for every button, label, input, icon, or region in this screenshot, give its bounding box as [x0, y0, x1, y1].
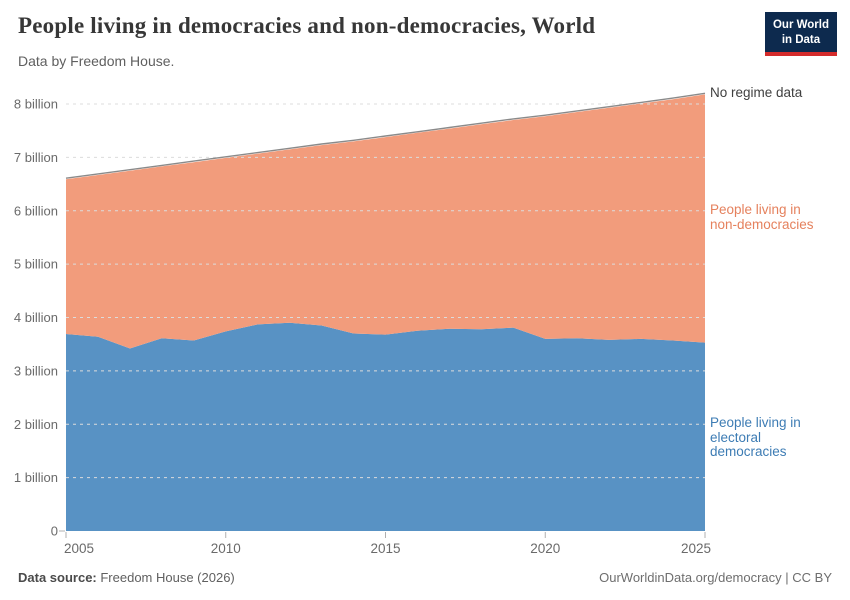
y-axis-label-0: 0	[51, 524, 58, 539]
series-label-no-regime-data: No regime data	[710, 85, 803, 100]
data-source-value: Freedom House (2026)	[96, 570, 235, 585]
y-axis-label-7: 7 billion	[14, 150, 58, 165]
chart-title: People living in democracies and non-dem…	[18, 13, 596, 38]
series-label-electoral-democracies: People living in electoral democracies	[710, 415, 801, 460]
y-axis-label-3: 3 billion	[14, 363, 58, 378]
y-axis-label-1: 1 billion	[14, 470, 58, 485]
electoral-democracies-area[interactable]	[66, 322, 705, 531]
y-axis-label-5: 5 billion	[14, 257, 58, 272]
x-axis-label-2010: 2010	[211, 541, 241, 556]
owid-logo-line2: in Data	[781, 33, 821, 46]
no-regime-data-line[interactable]	[65, 92, 706, 179]
data-source-note: Data source: Freedom House (2026)	[18, 570, 235, 585]
series-label-non-democracies: People living in non-democracies	[710, 202, 814, 232]
x-axis-label-2015: 2015	[370, 541, 400, 556]
y-axis-label-8: 8 billion	[14, 97, 58, 112]
x-axis-label-2025: 2025	[681, 541, 711, 556]
owid-logo[interactable]: Our World in Data	[764, 12, 837, 57]
non-democracies-area[interactable]	[66, 94, 705, 349]
y-axis-label-4: 4 billion	[14, 310, 58, 325]
x-axis-label-2020: 2020	[530, 541, 560, 556]
y-axis-label-6: 6 billion	[14, 203, 58, 218]
x-axis-label-2005: 2005	[64, 541, 94, 556]
owid-logo-line1: Our World	[772, 19, 829, 31]
data-source-label: Data source:	[18, 570, 97, 585]
chart-subtitle: Data by Freedom House.	[18, 53, 175, 69]
license-link[interactable]: OurWorldinData.org/democracy | CC BY	[599, 570, 832, 585]
y-axis-label-2: 2 billion	[14, 417, 58, 432]
